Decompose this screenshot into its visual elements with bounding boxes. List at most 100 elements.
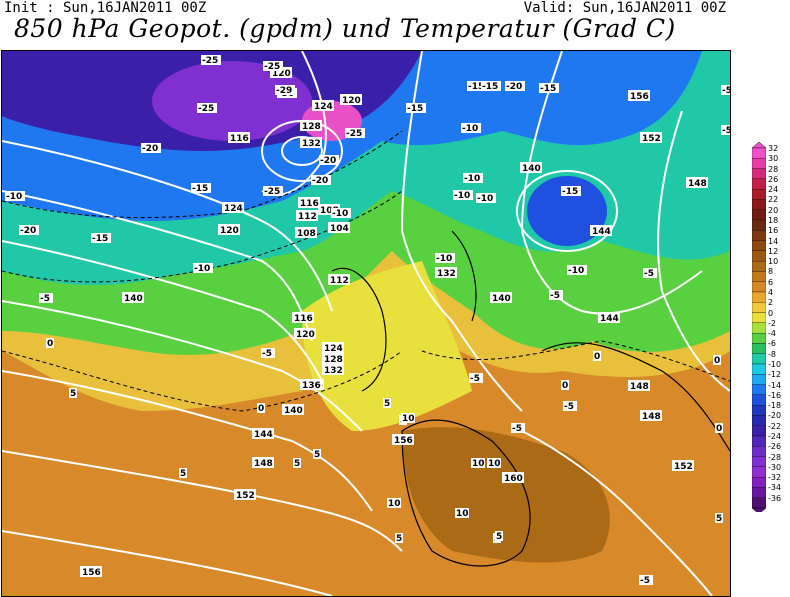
- colorbar-label: 8: [768, 267, 774, 277]
- temperature-label: -10: [567, 265, 587, 276]
- colorbar-bottom-arrow: [752, 507, 766, 512]
- svg-text:-10: -10: [332, 209, 348, 219]
- colorbar-swatch: [752, 332, 766, 344]
- temperature-label: 10: [401, 413, 415, 424]
- svg-text:132: 132: [302, 139, 321, 149]
- svg-text:-29: -29: [276, 86, 292, 96]
- svg-text:152: 152: [642, 134, 661, 144]
- geopotential-label: 148: [686, 177, 708, 189]
- svg-text:-25: -25: [264, 187, 280, 197]
- geopotential-label: 144: [252, 428, 274, 440]
- svg-text:144: 144: [600, 314, 619, 324]
- geopotential-label: 156: [392, 434, 414, 446]
- svg-text:-20: -20: [142, 144, 158, 154]
- geopotential-label: 124: [312, 100, 334, 112]
- colorbar-label: 28: [768, 164, 779, 174]
- geopotential-label: 132: [300, 137, 322, 149]
- geopotential-label: 152: [672, 460, 694, 472]
- svg-text:112: 112: [330, 276, 349, 286]
- svg-text:5: 5: [294, 459, 300, 469]
- temperature-label: 0: [46, 338, 54, 349]
- geopotential-label: 144: [598, 312, 620, 324]
- geopotential-label: 140: [520, 162, 542, 174]
- temperature-label: 5: [715, 513, 723, 524]
- colorbar-swatch: [752, 168, 766, 180]
- temperature-label: -15: [467, 81, 487, 92]
- svg-text:148: 148: [630, 382, 649, 392]
- temperature-label: -10: [435, 253, 455, 264]
- temperature-field-cold-east: [527, 176, 607, 246]
- temperature-label: -15: [406, 103, 426, 114]
- colorbar-label: -6: [768, 339, 776, 349]
- svg-text:144: 144: [592, 227, 611, 237]
- svg-text:5: 5: [384, 399, 390, 409]
- temperature-label: 10: [387, 498, 401, 509]
- svg-text:5: 5: [180, 469, 186, 479]
- temperature-label: -5: [643, 268, 657, 279]
- temperature-label: 0: [713, 355, 721, 366]
- colorbar-swatch: [752, 394, 766, 406]
- colorbar-swatch: [752, 312, 766, 324]
- geopotential-label: 132: [435, 267, 457, 279]
- geopotential-contours: [2, 51, 730, 596]
- temperature-label: -10: [331, 208, 351, 219]
- temperature-field-core: [152, 61, 312, 141]
- svg-text:160: 160: [504, 474, 523, 484]
- colorbar-swatch: [752, 291, 766, 303]
- svg-text:10: 10: [488, 459, 501, 469]
- colorbar-swatch: [752, 343, 766, 354]
- colorbar-swatch: [752, 158, 766, 169]
- geopotential-label: 120: [218, 224, 240, 236]
- temperature-label: -10: [461, 123, 481, 134]
- svg-text:-10: -10: [454, 191, 470, 201]
- geopotential-label: 124: [322, 342, 344, 354]
- temperature-label: 10: [471, 458, 485, 469]
- temperature-label: 5: [293, 458, 301, 469]
- geopotential-label: 152: [234, 489, 256, 501]
- colorbar-label: 14: [768, 236, 779, 246]
- colorbar-swatch: [752, 250, 766, 262]
- temperature-label: 0: [593, 351, 601, 362]
- svg-text:10: 10: [472, 459, 485, 469]
- svg-text:152: 152: [674, 462, 693, 472]
- svg-text:10: 10: [402, 414, 415, 424]
- geopotential-label: 148: [628, 380, 650, 392]
- svg-text:-10: -10: [462, 124, 478, 134]
- geopotential-label: 120: [340, 94, 362, 106]
- svg-text:-10: -10: [568, 266, 584, 276]
- colorbar-label: 6: [768, 277, 774, 287]
- geopotential-label: 140: [122, 292, 144, 304]
- colorbar-label: -14: [768, 380, 782, 390]
- svg-text:132: 132: [324, 366, 343, 376]
- temperature-label: -5: [721, 125, 730, 136]
- colorbar-label: 12: [768, 246, 779, 256]
- colorbar-label: 20: [768, 205, 779, 215]
- temperature-label: -20: [311, 175, 331, 186]
- colorbar-label: -18: [768, 401, 782, 411]
- temperature-label: 0: [561, 380, 569, 391]
- temperature-label: -15: [191, 183, 211, 194]
- temperature-colorbar: 32 30 28 26 24 22 20 18 16 14 12 10 8 6 4 2 0 -2 -4 -6 -8 -10…: [752, 142, 788, 512]
- temperature-label: 0: [715, 423, 723, 434]
- colorbar-label: -28: [768, 452, 782, 462]
- geopotential-label: 156: [628, 90, 650, 102]
- colorbar-label: -20: [768, 411, 782, 421]
- temperature-label: -20: [505, 81, 525, 92]
- colorbar-swatch: [752, 446, 766, 457]
- geopotential-label: 140: [490, 292, 512, 304]
- colorbar-label: 32: [768, 144, 779, 153]
- geopotential-label: 128: [322, 353, 344, 365]
- colorbar-swatch: [752, 466, 766, 478]
- temperature-label: -10: [193, 263, 213, 274]
- colorbar-top-arrow: [752, 142, 766, 149]
- temperature-label: -10: [5, 191, 25, 202]
- temperature-label: -15: [539, 83, 559, 94]
- svg-text:116: 116: [300, 199, 319, 209]
- temperature-label: -20: [319, 155, 339, 166]
- svg-text:-10: -10: [436, 254, 452, 264]
- colorbar-label: 0: [768, 308, 774, 318]
- svg-text:-15: -15: [92, 234, 108, 244]
- colorbar-label: 18: [768, 216, 779, 225]
